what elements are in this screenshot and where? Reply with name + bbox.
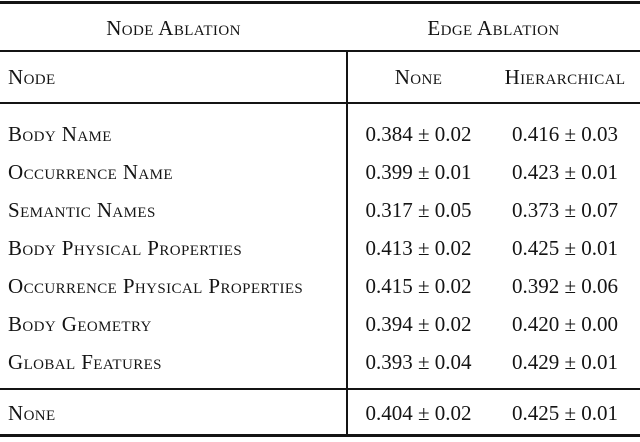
rule-top-thick [0,1,640,4]
row-label: Global Features [8,349,162,374]
group-header-row: Node Ablation Edge Ablation [0,4,640,50]
table-footer: None 0.404 ± 0.02 0.425 ± 0.01 [0,390,640,434]
table-body: Body Name 0.384 ± 0.02 0.416 ± 0.03 Occu… [0,104,640,388]
value-hierarchical: 0.425 ± 0.01 [511,400,619,425]
column-header-hierarchical: Hierarchical [504,64,626,89]
value-hierarchical: 0.425 ± 0.01 [511,235,619,260]
table-row: Occurrence Physical Properties 0.415 ± 0… [0,267,640,305]
row-label: Occurrence Name [8,159,173,184]
column-header-node: Node [8,64,56,89]
value-hierarchical: 0.373 ± 0.07 [511,197,619,222]
value-hierarchical: 0.420 ± 0.00 [511,311,619,336]
value-hierarchical: 0.416 ± 0.03 [511,121,619,146]
value-none: 0.413 ± 0.02 [365,235,472,260]
value-none: 0.394 ± 0.02 [365,311,472,336]
row-label: Occurrence Physical Properties [8,273,304,298]
value-hierarchical: 0.429 ± 0.01 [511,349,619,374]
rule-bottom-thick [0,434,640,437]
column-header-row: Node None Hierarchical [0,52,640,102]
table-row: Global Features 0.393 ± 0.04 0.429 ± 0.0… [0,343,640,381]
table-row: Occurrence Name 0.399 ± 0.01 0.423 ± 0.0… [0,153,640,191]
row-label: Body Name [8,121,112,146]
column-header-none: None [394,64,443,89]
rule-below-group-header [0,50,640,52]
rule-below-column-header [0,102,640,104]
value-none: 0.399 ± 0.01 [365,159,472,184]
rule-above-footer [0,388,640,390]
value-none: 0.384 ± 0.02 [365,121,472,146]
vertical-separator-footer [346,390,348,434]
table-row: None 0.404 ± 0.02 0.425 ± 0.01 [0,390,640,434]
group-header-edge-ablation: Edge Ablation [427,16,560,40]
row-label: Body Physical Properties [8,235,243,260]
value-none: 0.404 ± 0.02 [365,400,472,425]
table-row: Body Geometry 0.394 ± 0.02 0.420 ± 0.00 [0,305,640,343]
table-row: Body Name 0.384 ± 0.02 0.416 ± 0.03 [0,115,640,153]
value-hierarchical: 0.423 ± 0.01 [511,159,619,184]
table-row: Semantic Names 0.317 ± 0.05 0.373 ± 0.07 [0,191,640,229]
value-hierarchical: 0.392 ± 0.06 [511,273,619,298]
value-none: 0.393 ± 0.04 [365,349,472,374]
value-none: 0.415 ± 0.02 [365,273,472,298]
row-label: None [8,400,56,425]
value-none: 0.317 ± 0.05 [365,197,472,222]
group-header-node-ablation: Node Ablation [106,16,241,40]
row-label: Semantic Names [8,197,156,222]
vertical-separator-body [346,104,348,388]
table-row: Body Physical Properties 0.413 ± 0.02 0.… [0,229,640,267]
vertical-separator-header [346,52,348,102]
row-label: Body Geometry [8,311,152,336]
